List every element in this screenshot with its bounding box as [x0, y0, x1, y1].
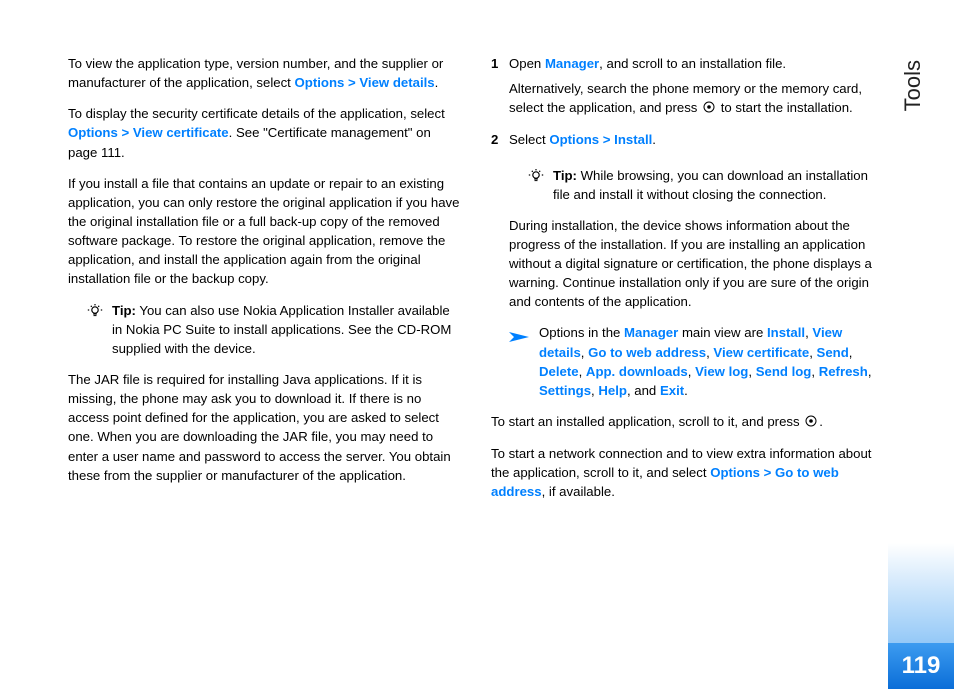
section-tab: Tools — [900, 60, 926, 111]
paragraph: To display the security certificate deta… — [68, 104, 461, 161]
joystick-icon — [805, 413, 817, 432]
text: You can also use Nokia Application Insta… — [112, 303, 451, 356]
link-view-log: View log — [695, 364, 748, 379]
tip-text: Tip: While browsing, you can download an… — [553, 166, 884, 204]
tip-block: Tip: You can also use Nokia Application … — [86, 301, 461, 358]
paragraph: Open Manager, and scroll to an installat… — [509, 54, 884, 73]
list-item: 2 Select Options > Install. — [491, 130, 884, 155]
link-app-downloads: App. downloads — [586, 364, 688, 379]
link-manager: Manager — [624, 325, 678, 340]
text: , if available. — [542, 484, 615, 499]
link-options-install: Options > Install — [549, 132, 652, 147]
paragraph: To start a network connection and to vie… — [491, 444, 884, 501]
link-manager: Manager — [545, 56, 599, 71]
link-refresh: Refresh — [819, 364, 868, 379]
joystick-icon — [703, 99, 715, 118]
paragraph: Select Options > Install. — [509, 130, 884, 149]
text: . — [652, 132, 656, 147]
link-delete: Delete — [539, 364, 579, 379]
link-help: Help — [598, 383, 627, 398]
link-install: Install — [767, 325, 805, 340]
text: main view are — [678, 325, 767, 340]
paragraph: To start an installed application, scrol… — [491, 412, 884, 432]
paragraph: Alternatively, search the phone memory o… — [509, 79, 884, 118]
link-view-certificate: View certificate — [713, 345, 809, 360]
text: , and scroll to an installation file. — [599, 56, 786, 71]
tip-text: Tip: You can also use Nokia Application … — [112, 301, 461, 358]
text: . — [684, 383, 688, 398]
text: Open — [509, 56, 545, 71]
paragraph: During installation, the device shows in… — [509, 216, 884, 312]
content-columns: To view the application type, version nu… — [0, 0, 954, 514]
link-send-log: Send log — [756, 364, 812, 379]
text: , and — [627, 383, 660, 398]
tip-block: Tip: While browsing, you can download an… — [527, 166, 884, 204]
pointer-icon — [509, 328, 529, 347]
right-column: 1 Open Manager, and scroll to an install… — [491, 54, 884, 514]
text: to start the installation. — [717, 100, 853, 115]
text: While browsing, you can download an inst… — [553, 168, 868, 202]
link-options-view-details: Options > View details — [295, 75, 435, 90]
options-text: Options in the Manager main view are Ins… — [539, 323, 884, 400]
page-fade-decoration — [888, 543, 954, 643]
link-go-to-web-address: Go to web address — [588, 345, 706, 360]
item-number: 1 — [491, 54, 509, 124]
paragraph: If you install a file that contains an u… — [68, 174, 461, 289]
text: . — [435, 75, 439, 90]
lightbulb-icon — [527, 168, 545, 191]
numbered-list: 1 Open Manager, and scroll to an install… — [491, 54, 884, 156]
link-exit: Exit — [660, 383, 684, 398]
paragraph: To view the application type, version nu… — [68, 54, 461, 92]
lightbulb-icon — [86, 303, 104, 326]
text: Options in the — [539, 325, 624, 340]
text: To display the security certificate deta… — [68, 106, 445, 121]
left-column: To view the application type, version nu… — [68, 54, 461, 514]
item-content: Open Manager, and scroll to an installat… — [509, 54, 884, 124]
link-send: Send — [817, 345, 849, 360]
page-number: 119 — [888, 643, 954, 689]
tip-label: Tip: — [553, 168, 577, 183]
link-options-view-certificate: Options > View certificate — [68, 125, 229, 140]
item-number: 2 — [491, 130, 509, 155]
options-block: Options in the Manager main view are Ins… — [509, 323, 884, 400]
paragraph: The JAR file is required for installing … — [68, 370, 461, 485]
text: Select — [509, 132, 549, 147]
list-item: 1 Open Manager, and scroll to an install… — [491, 54, 884, 124]
link-settings: Settings — [539, 383, 591, 398]
item-content: Select Options > Install. — [509, 130, 884, 155]
text: . — [819, 414, 823, 429]
manual-page: Tools To view the application type, vers… — [0, 0, 954, 689]
tip-label: Tip: — [112, 303, 136, 318]
text: To start an installed application, scrol… — [491, 414, 803, 429]
